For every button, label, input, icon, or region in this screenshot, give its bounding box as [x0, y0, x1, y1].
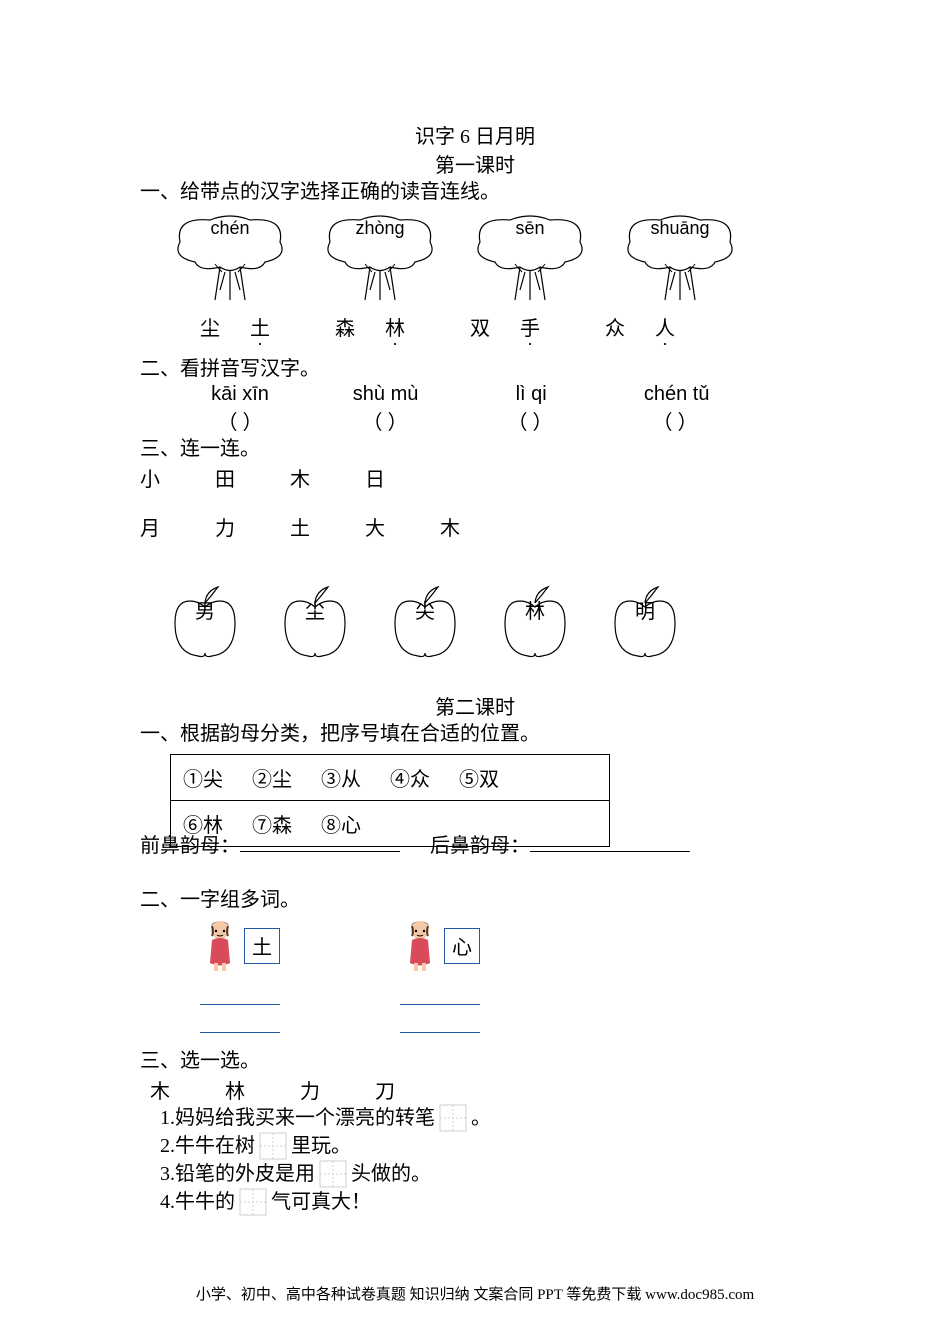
kid-row: 土 心 — [200, 918, 810, 1033]
apple-2: 尘 — [280, 581, 350, 661]
word-blank-2a[interactable] — [400, 987, 480, 1005]
paren-row: （ ） （ ） （ ） （ ） — [170, 406, 810, 435]
opt-3: 力 — [300, 1075, 370, 1104]
q2-3-heading: 三、选一选。 — [140, 1047, 810, 1075]
kid-icon — [400, 918, 440, 973]
table-row-1: ①尖 ②尘 ③从 ④众 ⑤双 — [171, 755, 609, 800]
q1-1-heading: 一、给带点的汉字选择正确的读音连线。 — [140, 178, 810, 206]
pinyin-row: kāi xīn shù mù lì qi chén tǔ — [170, 383, 810, 406]
char-box-2: 心 — [444, 928, 480, 964]
match-top-row: 小 田 木 日 — [140, 463, 810, 492]
tree-label-4: shuāng — [620, 218, 740, 239]
sentence-1: 1.妈妈给我买来一个漂亮的转笔 。 — [160, 1104, 810, 1132]
opt-1: 木 — [150, 1075, 220, 1104]
mt-4: 日 — [365, 463, 435, 492]
word-3: 双手 — [470, 318, 570, 340]
paren-3[interactable]: （ ） — [460, 406, 600, 435]
word-blank-2b[interactable] — [400, 1015, 480, 1033]
pinyin-1: kāi xīn — [170, 383, 310, 406]
q1-2-heading: 二、看拼音写汉字。 — [140, 355, 810, 383]
apples-row: 男 尘 尖 林 明 — [170, 581, 810, 661]
front-nasal-blank[interactable] — [240, 834, 400, 852]
pinyin-trees-row: chén zhòng sēn shuāng — [170, 212, 810, 302]
word-1: 尘土 — [200, 318, 300, 340]
kid-block-1: 土 — [200, 918, 280, 1033]
sentence-4: 4.牛牛的 气可真大！ — [160, 1188, 810, 1216]
paren-4[interactable]: （ ） — [605, 406, 745, 435]
word-blank-1b[interactable] — [200, 1015, 280, 1033]
q1-3-heading: 三、连一连。 — [140, 435, 810, 463]
tree-sen: sēn — [470, 212, 590, 302]
word-4: 众人 — [605, 318, 705, 340]
tree-zhong: zhòng — [320, 212, 440, 302]
pinyin-4: chén tǔ — [607, 383, 747, 406]
tian-box[interactable] — [239, 1188, 267, 1216]
mb-4: 大 — [365, 512, 435, 541]
apple-label-2: 尘 — [280, 595, 350, 624]
apple-label-3: 尖 — [390, 595, 460, 624]
mt-3: 木 — [290, 463, 360, 492]
opt-2: 林 — [225, 1075, 295, 1104]
q2-2-heading: 二、一字组多词。 — [140, 886, 810, 914]
select-options: 木 林 力 刀 — [150, 1075, 810, 1104]
word-blank-1a[interactable] — [200, 987, 280, 1005]
mb-1: 月 — [140, 512, 210, 541]
lesson2-subtitle: 第二课时 — [140, 691, 810, 720]
char-box-1: 土 — [244, 928, 280, 964]
back-nasal-blank[interactable] — [530, 834, 690, 852]
tian-box[interactable] — [439, 1104, 467, 1132]
sentence-2: 2.牛牛在树 里玩。 — [160, 1132, 810, 1160]
q2-1-heading: 一、根据韵母分类，把序号填在合适的位置。 — [140, 720, 810, 748]
apple-5: 明 — [610, 581, 680, 661]
mb-3: 土 — [290, 512, 360, 541]
kid-block-2: 心 — [400, 918, 480, 1033]
page-footer: 小学、初中、高中各种试卷真题 知识归纳 文案合同 PPT 等免费下载 www.d… — [0, 1283, 950, 1304]
apple-4: 林 — [500, 581, 570, 661]
paren-2[interactable]: （ ） — [315, 406, 455, 435]
tree-label-3: sēn — [470, 218, 590, 239]
pinyin-3: lì qi — [461, 383, 601, 406]
match-bot-row: 月 力 土 大 木 — [140, 512, 810, 541]
doc-title: 识字 6 日月明 — [140, 120, 810, 149]
apple-1: 男 — [170, 581, 240, 661]
apple-label-1: 男 — [170, 595, 240, 624]
mb-2: 力 — [215, 512, 285, 541]
front-nasal-label: 前鼻韵母： — [140, 835, 240, 857]
words-row: 尘土 森林 双手 众人 — [200, 312, 810, 341]
opt-4: 刀 — [375, 1075, 445, 1104]
tree-shuang: shuāng — [620, 212, 740, 302]
mb-5: 木 — [440, 512, 510, 541]
tree-label-1: chén — [170, 218, 290, 239]
final-nasal-row: 前鼻韵母： 后鼻韵母： — [140, 829, 810, 858]
lesson1-subtitle: 第一课时 — [140, 149, 810, 178]
apple-label-4: 林 — [500, 595, 570, 624]
mt-1: 小 — [140, 463, 210, 492]
apple-label-5: 明 — [610, 595, 680, 624]
apple-3: 尖 — [390, 581, 460, 661]
tian-box[interactable] — [259, 1132, 287, 1160]
back-nasal-label: 后鼻韵母： — [430, 835, 530, 857]
kid-icon — [200, 918, 240, 973]
tree-chen: chén — [170, 212, 290, 302]
word-2: 森林 — [335, 318, 435, 340]
pinyin-2: shù mù — [316, 383, 456, 406]
tree-label-2: zhòng — [320, 218, 440, 239]
sentence-3: 3.铅笔的外皮是用 头做的。 — [160, 1160, 810, 1188]
mt-2: 田 — [215, 463, 285, 492]
paren-1[interactable]: （ ） — [170, 406, 310, 435]
tian-box[interactable] — [319, 1160, 347, 1188]
